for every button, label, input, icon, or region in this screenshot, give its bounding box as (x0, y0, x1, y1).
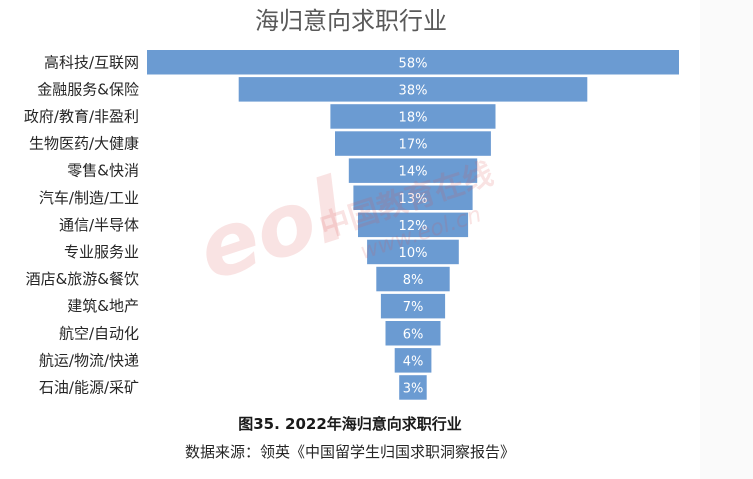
bars-layer: 58% 高科技/互联网 38% 金融服务&保险 18% 政府/教育/非盈利 17% 生物医药/… (24, 50, 679, 400)
funnel-bar (376, 266, 450, 292)
category-label: 建筑&地产 (67, 297, 139, 315)
funnel-bar (358, 212, 469, 238)
bar-data-label: 12% (399, 219, 428, 234)
bar-data-label: 3% (403, 382, 424, 397)
bar-data-label: 8% (403, 273, 424, 288)
figure-caption: 图35. 2022年海归意向求职行业 (238, 415, 462, 433)
funnel-bar (385, 321, 441, 346)
funnel-chart: 海归意向求职行业 58% 高科技/互联网 38% 金融服务&保险 18% 政府/教育/非盈… (24, 7, 679, 400)
category-label: 金融服务&保险 (37, 80, 139, 98)
funnel-bar (348, 158, 478, 183)
chart-title: 海归意向求职行业 (255, 7, 447, 35)
category-label: 通信/半导体 (59, 216, 139, 234)
funnel-bar (330, 104, 496, 129)
bar-data-label: 18% (399, 111, 428, 126)
funnel-bar (367, 239, 459, 265)
category-label: 专业服务业 (64, 243, 139, 261)
bar-data-label: 13% (399, 192, 428, 207)
bar-data-label: 4% (403, 354, 424, 369)
funnel-bar (335, 131, 491, 156)
category-label: 生物医药/大健康 (29, 135, 139, 153)
category-label: 高科技/互联网 (44, 53, 139, 71)
category-label: 航运/物流/快递 (39, 351, 139, 369)
bar-data-label: 58% (399, 56, 428, 71)
category-label: 零售&快消 (67, 162, 139, 180)
bar-data-label: 7% (403, 300, 424, 315)
bar-data-label: 6% (403, 327, 424, 342)
category-label: 政府/教育/非盈利 (24, 108, 139, 126)
category-label: 航空/自动化 (59, 324, 139, 342)
funnel-bar (147, 50, 679, 75)
category-label: 汽车/制造/工业 (39, 189, 139, 207)
funnel-bar (394, 348, 432, 373)
bar-data-label: 10% (399, 246, 428, 261)
category-label: 酒店&旅游&餐饮 (26, 270, 139, 288)
funnel-bar (380, 293, 446, 319)
category-label: 石油/能源/采矿 (39, 379, 139, 397)
bar-data-label: 14% (399, 165, 428, 180)
funnel-bar (238, 77, 588, 102)
bar-data-label: 17% (399, 138, 428, 153)
funnel-bar (399, 375, 427, 400)
data-source: 数据来源：领英《中国留学生归国求职洞察报告》 (184, 443, 515, 461)
chart-area: 海归意向求职行业 58% 高科技/互联网 38% 金融服务&保险 18% 政府/教育/非盈… (23, 7, 679, 400)
bar-data-label: 38% (399, 83, 428, 98)
funnel-bar (353, 185, 473, 210)
page-margin (700, 0, 753, 479)
